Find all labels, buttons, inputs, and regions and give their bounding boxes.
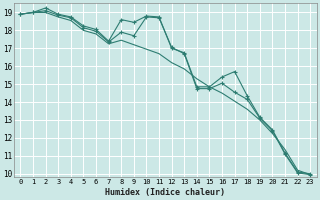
X-axis label: Humidex (Indice chaleur): Humidex (Indice chaleur) [105,188,225,197]
